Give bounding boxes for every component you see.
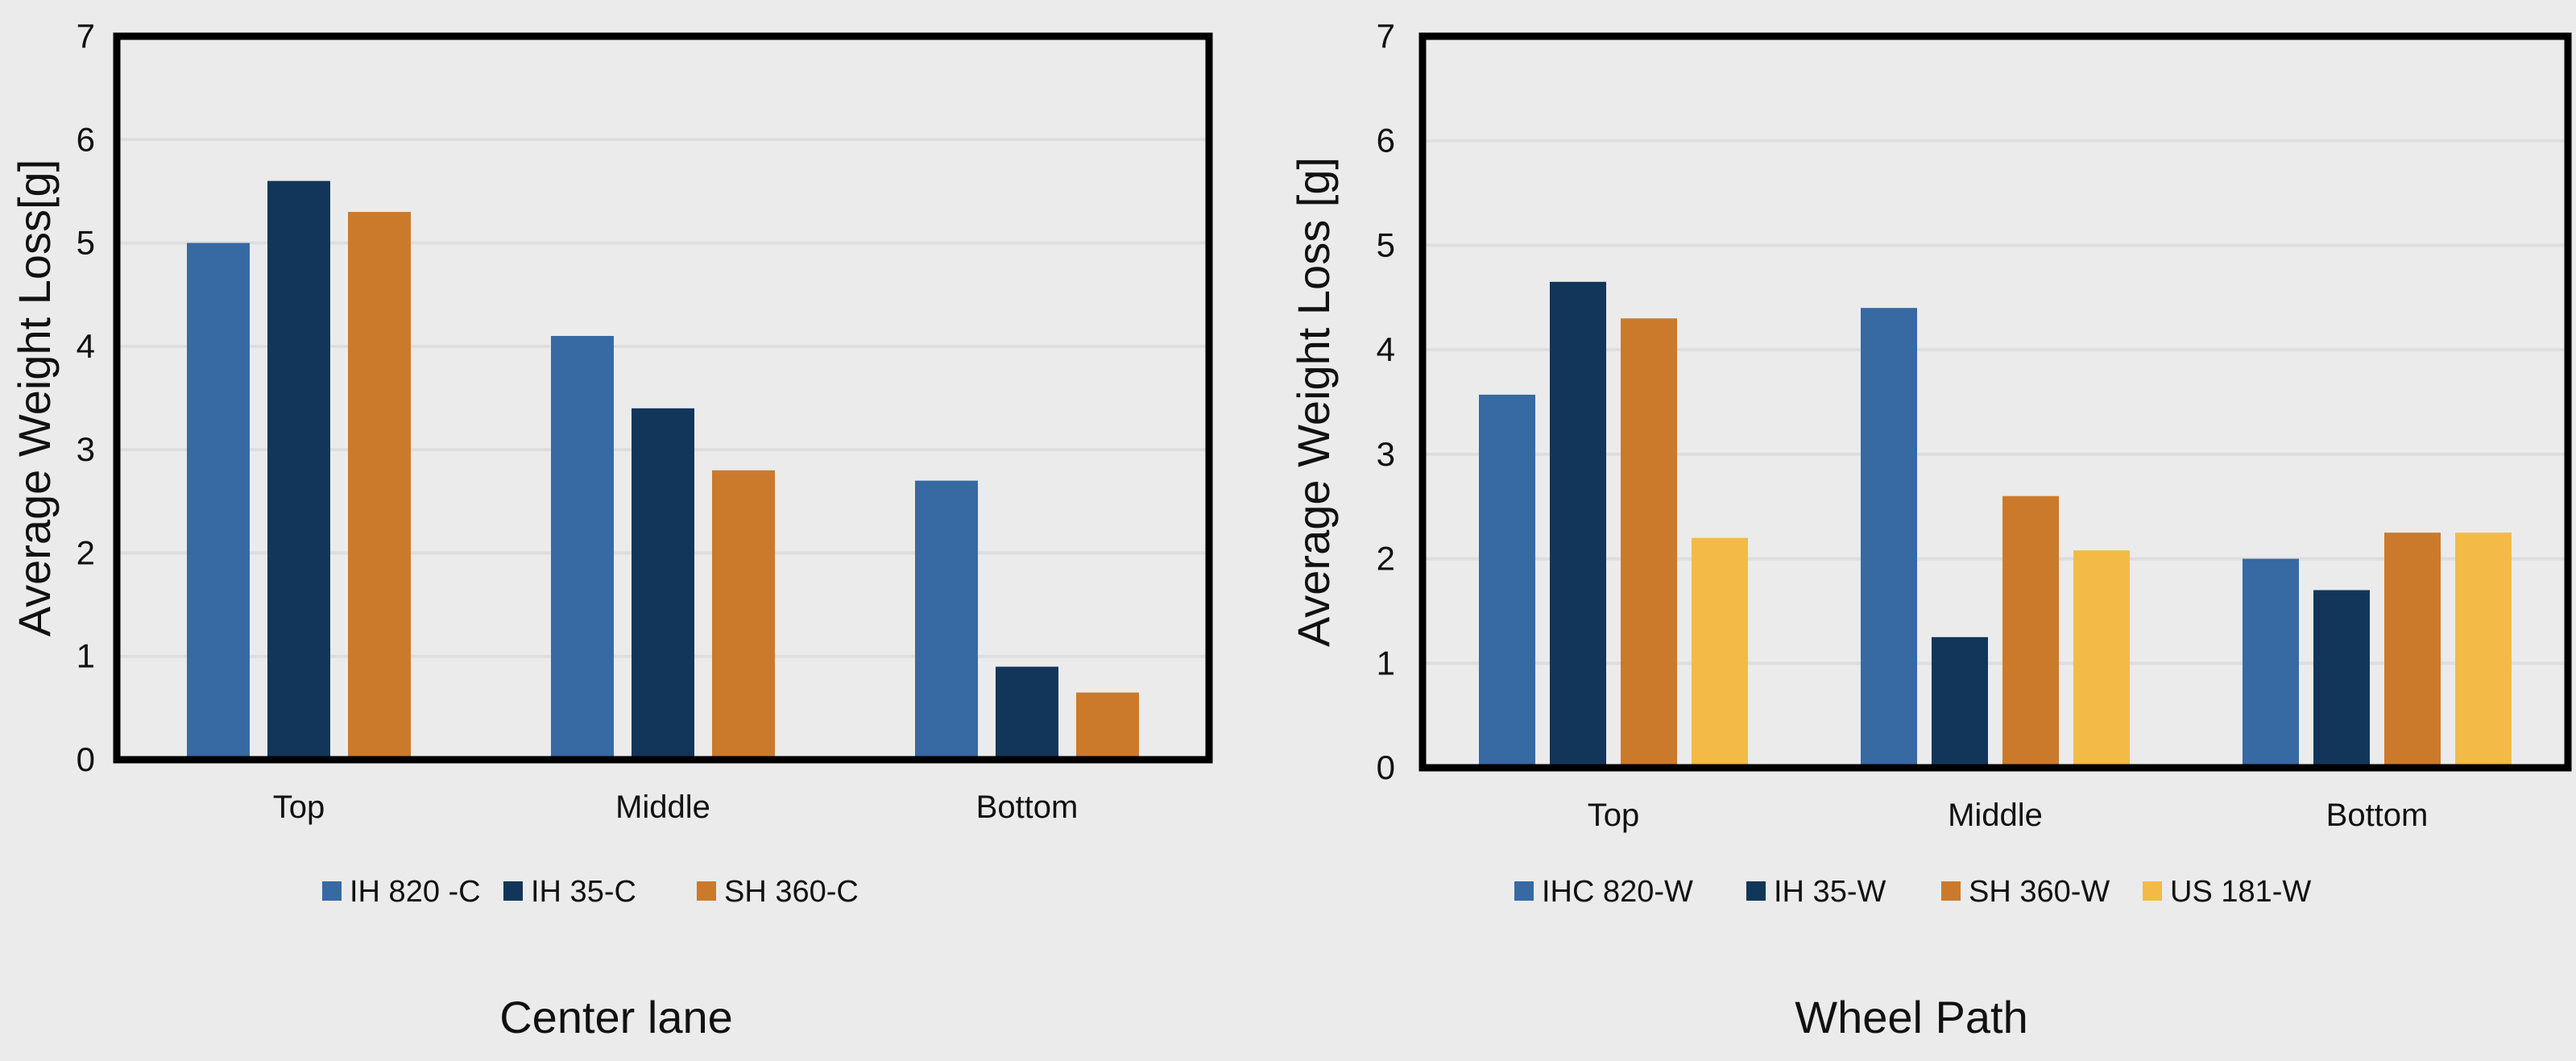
bar-sh-360-c-bottom (1076, 692, 1139, 760)
y-tick-label: 1 (1377, 644, 1395, 682)
bar-ih-820--c-middle (551, 336, 614, 760)
bar-ih-35-w-bottom (2313, 590, 2370, 768)
x-tick-label: Middle (615, 790, 710, 825)
legend-item: IH 820 -C (322, 875, 481, 909)
legend-label: SH 360-C (724, 875, 859, 909)
y-tick-label: 3 (1377, 435, 1395, 473)
legend-swatch (1746, 881, 1766, 901)
bar-sh-360-c-middle (712, 470, 775, 760)
legend-item: SH 360-C (697, 875, 859, 909)
y-tick-label: 6 (77, 120, 95, 158)
y-axis-label: Average Weight Loss[g] (9, 160, 60, 637)
x-tick-label: Bottom (976, 790, 1079, 825)
legend-swatch (503, 881, 523, 901)
bar-ih-35-c-top (267, 180, 330, 761)
bar-us-181-w-middle (2073, 550, 2130, 768)
legend-swatch (1514, 881, 1534, 901)
bar-ih-820--c-top (187, 242, 250, 761)
bar-ihc-820-w-middle (1861, 308, 1917, 768)
y-axis-label: Average Weight Loss [g] (1288, 157, 1339, 647)
legend-item: IHC 820-W (1514, 875, 1693, 909)
legend-swatch (697, 881, 716, 901)
legend-label: SH 360-W (1969, 875, 2110, 909)
chart-title: Wheel Path (1795, 992, 2028, 1042)
y-tick-label: 1 (77, 637, 95, 675)
legend-item: SH 360-W (1941, 875, 2110, 909)
bar-sh-360-c-top (348, 212, 411, 761)
y-tick-label: 5 (1377, 226, 1395, 263)
bar-ih-35-c-bottom (996, 666, 1058, 760)
y-tick-label: 4 (1377, 330, 1395, 368)
bar-sh-360-w-top (1621, 318, 1677, 768)
y-tick-label: 0 (77, 740, 95, 778)
legend-swatch (322, 881, 342, 901)
legend-item: IH 35-W (1746, 875, 1886, 909)
y-tick-label: 7 (77, 17, 95, 55)
x-tick-label: Bottom (2326, 798, 2429, 833)
chart-1: 0 1 2 3 4 5 6 7 Top Middle Bottom Average Weight Lo… (9, 17, 1213, 1042)
bar-ihc-820-w-bottom (2243, 558, 2299, 768)
x-tick-label: Top (1588, 798, 1640, 833)
plot-frame (1418, 32, 2572, 772)
y-tick-label: 2 (1377, 540, 1395, 578)
legend-item: US 181-W (2143, 875, 2311, 909)
y-tick-label: 2 (77, 533, 95, 571)
legend-label: IHC 820-W (1542, 875, 1693, 909)
y-tick-label: 7 (1377, 17, 1395, 55)
bar-sh-360-w-middle (2002, 495, 2059, 768)
legend-swatch (2143, 881, 2162, 901)
x-tick-label: Top (273, 790, 325, 825)
bar-us-181-w-top (1692, 537, 1748, 768)
bar-ih-820--c-bottom (915, 480, 978, 760)
y-tick-label: 5 (77, 224, 95, 262)
legend-label: IH 35-C (531, 875, 636, 909)
y-tick-label: 6 (1377, 122, 1395, 160)
bar-us-181-w-bottom (2455, 533, 2512, 768)
bar-sh-360-w-bottom (2384, 533, 2441, 768)
plot-frame (113, 32, 1213, 764)
legend-label: US 181-W (2170, 875, 2311, 909)
chart-2: 0 1 2 3 4 5 6 7 Top Middle Bottom Average Weight Lo… (1288, 17, 2572, 1042)
chart-title: Center lane (499, 992, 733, 1042)
legend-item: IH 35-C (503, 875, 636, 909)
y-tick-label: 4 (77, 327, 95, 365)
legend-label: IH 820 -C (350, 875, 481, 909)
x-tick-label: Middle (1948, 798, 2043, 833)
legend-label: IH 35-W (1774, 875, 1886, 909)
legend-swatch (1941, 881, 1961, 901)
bar-ih-35-c-middle (632, 408, 694, 760)
bar-ih-35-w-middle (1932, 636, 1988, 768)
bar-ih-35-w-top (1550, 281, 1606, 768)
bar-ihc-820-w-top (1479, 394, 1535, 768)
y-tick-label: 0 (1377, 748, 1395, 786)
y-tick-label: 3 (77, 430, 95, 468)
